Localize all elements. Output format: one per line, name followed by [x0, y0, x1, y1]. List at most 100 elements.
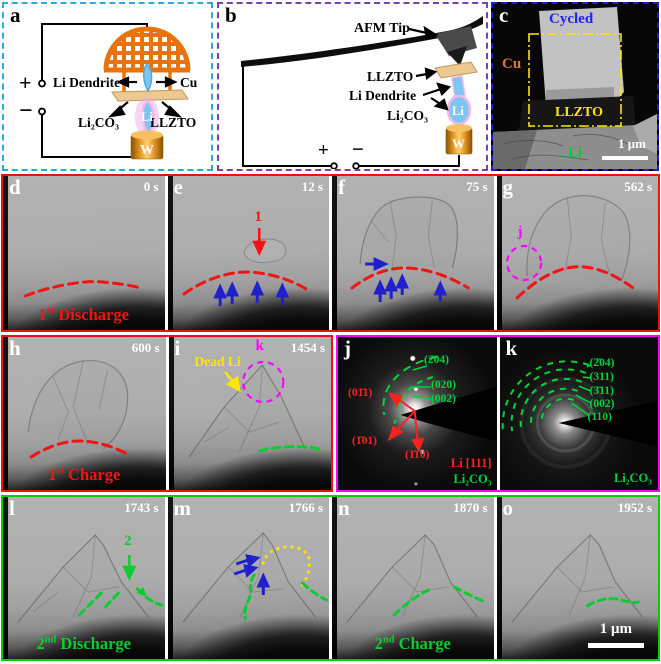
timestamp: 75 s	[466, 179, 488, 194]
sheet-creases	[32, 534, 119, 618]
w-label: W	[452, 136, 465, 151]
ring-label: (311)	[589, 371, 614, 383]
scale-bar	[588, 643, 644, 648]
panel-m: m 1766 s	[167, 497, 329, 659]
panel-letter: b	[225, 3, 237, 27]
terminal-dot-plus	[38, 79, 46, 88]
afm-tip-label: AFM Tip	[354, 21, 410, 36]
interface-dashed-line-green	[585, 597, 640, 608]
li2co3-label: Li₂CO₃	[387, 108, 428, 123]
phase-label: Li₂CO₃	[613, 471, 652, 485]
caption-second-charge: 2nd Charge	[332, 634, 494, 654]
li-label: Li	[568, 145, 583, 161]
ring-leader-lines	[411, 365, 432, 400]
li2co3-label: Li₂CO₃	[78, 115, 119, 130]
row-diffraction: j (2̄04) (020) (002) (	[336, 335, 660, 492]
roi-circle-k	[241, 360, 284, 404]
w-tip-top	[131, 130, 163, 140]
dendrite-sheet	[525, 195, 630, 282]
panel-e: e 12 s 1	[167, 176, 329, 330]
li-dendrite-label: Li Dendrite	[53, 75, 120, 90]
sheet-creases	[203, 364, 279, 453]
spot-label: (01̄1)	[348, 387, 373, 399]
terminal-dot-minus	[38, 107, 46, 116]
panel-h-annotations	[27, 360, 129, 459]
roi-circle-j	[505, 244, 542, 282]
interface-dashed-line-green	[257, 445, 322, 453]
dotted-outline-yellow	[261, 545, 311, 587]
interface-dashed-line-right	[300, 581, 328, 602]
panel-h: h 600 s 1st Charge	[3, 337, 166, 490]
panel-e-annotations	[182, 228, 311, 306]
tip-apex	[447, 46, 467, 66]
llzto-pillar	[539, 7, 624, 106]
terminal-dot-minus	[352, 162, 360, 169]
roi-j-label: j	[517, 224, 523, 240]
dendrite-sheet	[359, 196, 458, 269]
spot-label: (1̄10)	[405, 449, 430, 461]
w-tip-top	[446, 124, 472, 132]
ring-label: (002)	[589, 398, 615, 410]
caption-number: 2	[36, 634, 45, 653]
cu-label: Cu	[180, 75, 198, 90]
scale-label: 1 μm	[618, 136, 646, 151]
panel-letter: c	[499, 3, 509, 27]
cycled-label: Cycled	[549, 11, 594, 27]
event-2-arrow	[122, 555, 137, 582]
afm-cantilever	[241, 16, 483, 67]
scale-bar	[602, 156, 648, 160]
dendrite-peak	[17, 534, 149, 623]
panel-d: d 0 s 1st Discharge	[3, 176, 165, 330]
sheet-creases	[227, 532, 283, 618]
panel-i: i 1454 s Dead Li k	[168, 337, 331, 490]
ring-label: (002)	[431, 393, 456, 405]
timestamp: 1766 s	[288, 500, 323, 515]
plus-terminal: +	[19, 70, 32, 95]
llzto-label: LLZTO	[150, 115, 196, 130]
dendrite-peak	[346, 534, 478, 623]
interface-dashed-lines	[392, 585, 484, 617]
interface-dashed-line-green	[242, 573, 256, 621]
panel-g-annotations	[505, 195, 636, 300]
substrate-texture	[502, 133, 629, 161]
panel-letter: n	[338, 497, 350, 520]
row-first-discharge: d 0 s 1st Discharge e 12 s	[1, 174, 660, 332]
caption-word: Discharge	[58, 305, 129, 324]
w-label: W	[140, 143, 154, 158]
zone-axis-label: Li [111]	[450, 456, 492, 470]
tem-overview-drawing	[493, 4, 657, 169]
roi-rectangle	[528, 33, 622, 127]
label-arrows	[408, 25, 452, 111]
panel-b-schematic: b	[217, 2, 488, 171]
dark-band	[519, 96, 636, 130]
caption-ordinal: nd	[382, 634, 395, 646]
dendrite-peak	[182, 532, 316, 623]
sheet-creases	[564, 197, 610, 275]
ring-label: (3̄11)	[589, 385, 614, 397]
timestamp: 562 s	[624, 179, 652, 194]
plus-terminal: +	[318, 140, 329, 161]
dead-li-arrow	[223, 371, 241, 393]
panel-letter: j	[344, 337, 351, 360]
panel-o-annotations	[511, 534, 643, 623]
beam-stop-wedge	[400, 387, 497, 441]
caption-word: Discharge	[60, 634, 131, 653]
minus-terminal: −	[352, 137, 364, 161]
panel-letter: l	[9, 497, 15, 520]
tip-holder	[435, 26, 477, 56]
li-label: Li	[141, 110, 153, 124]
dendrite-peak	[511, 534, 643, 623]
terminal-dot-plus	[330, 162, 338, 169]
event-1-arrow	[251, 228, 266, 257]
panel-l-annotations	[17, 534, 163, 623]
panel-letter: e	[173, 176, 183, 199]
dendrite-sheet	[27, 360, 129, 450]
timestamp: 1454 s	[290, 340, 325, 355]
row-first-charge: h 600 s 1st Charge i 1454 s	[1, 335, 333, 492]
sheet-creases	[556, 534, 612, 616]
panel-d-annotations	[23, 280, 142, 298]
panel-l: l 1743 s 2 2nd Discharge	[3, 497, 165, 659]
caption-word: Charge	[398, 634, 451, 653]
panel-m-annotations	[182, 532, 328, 623]
